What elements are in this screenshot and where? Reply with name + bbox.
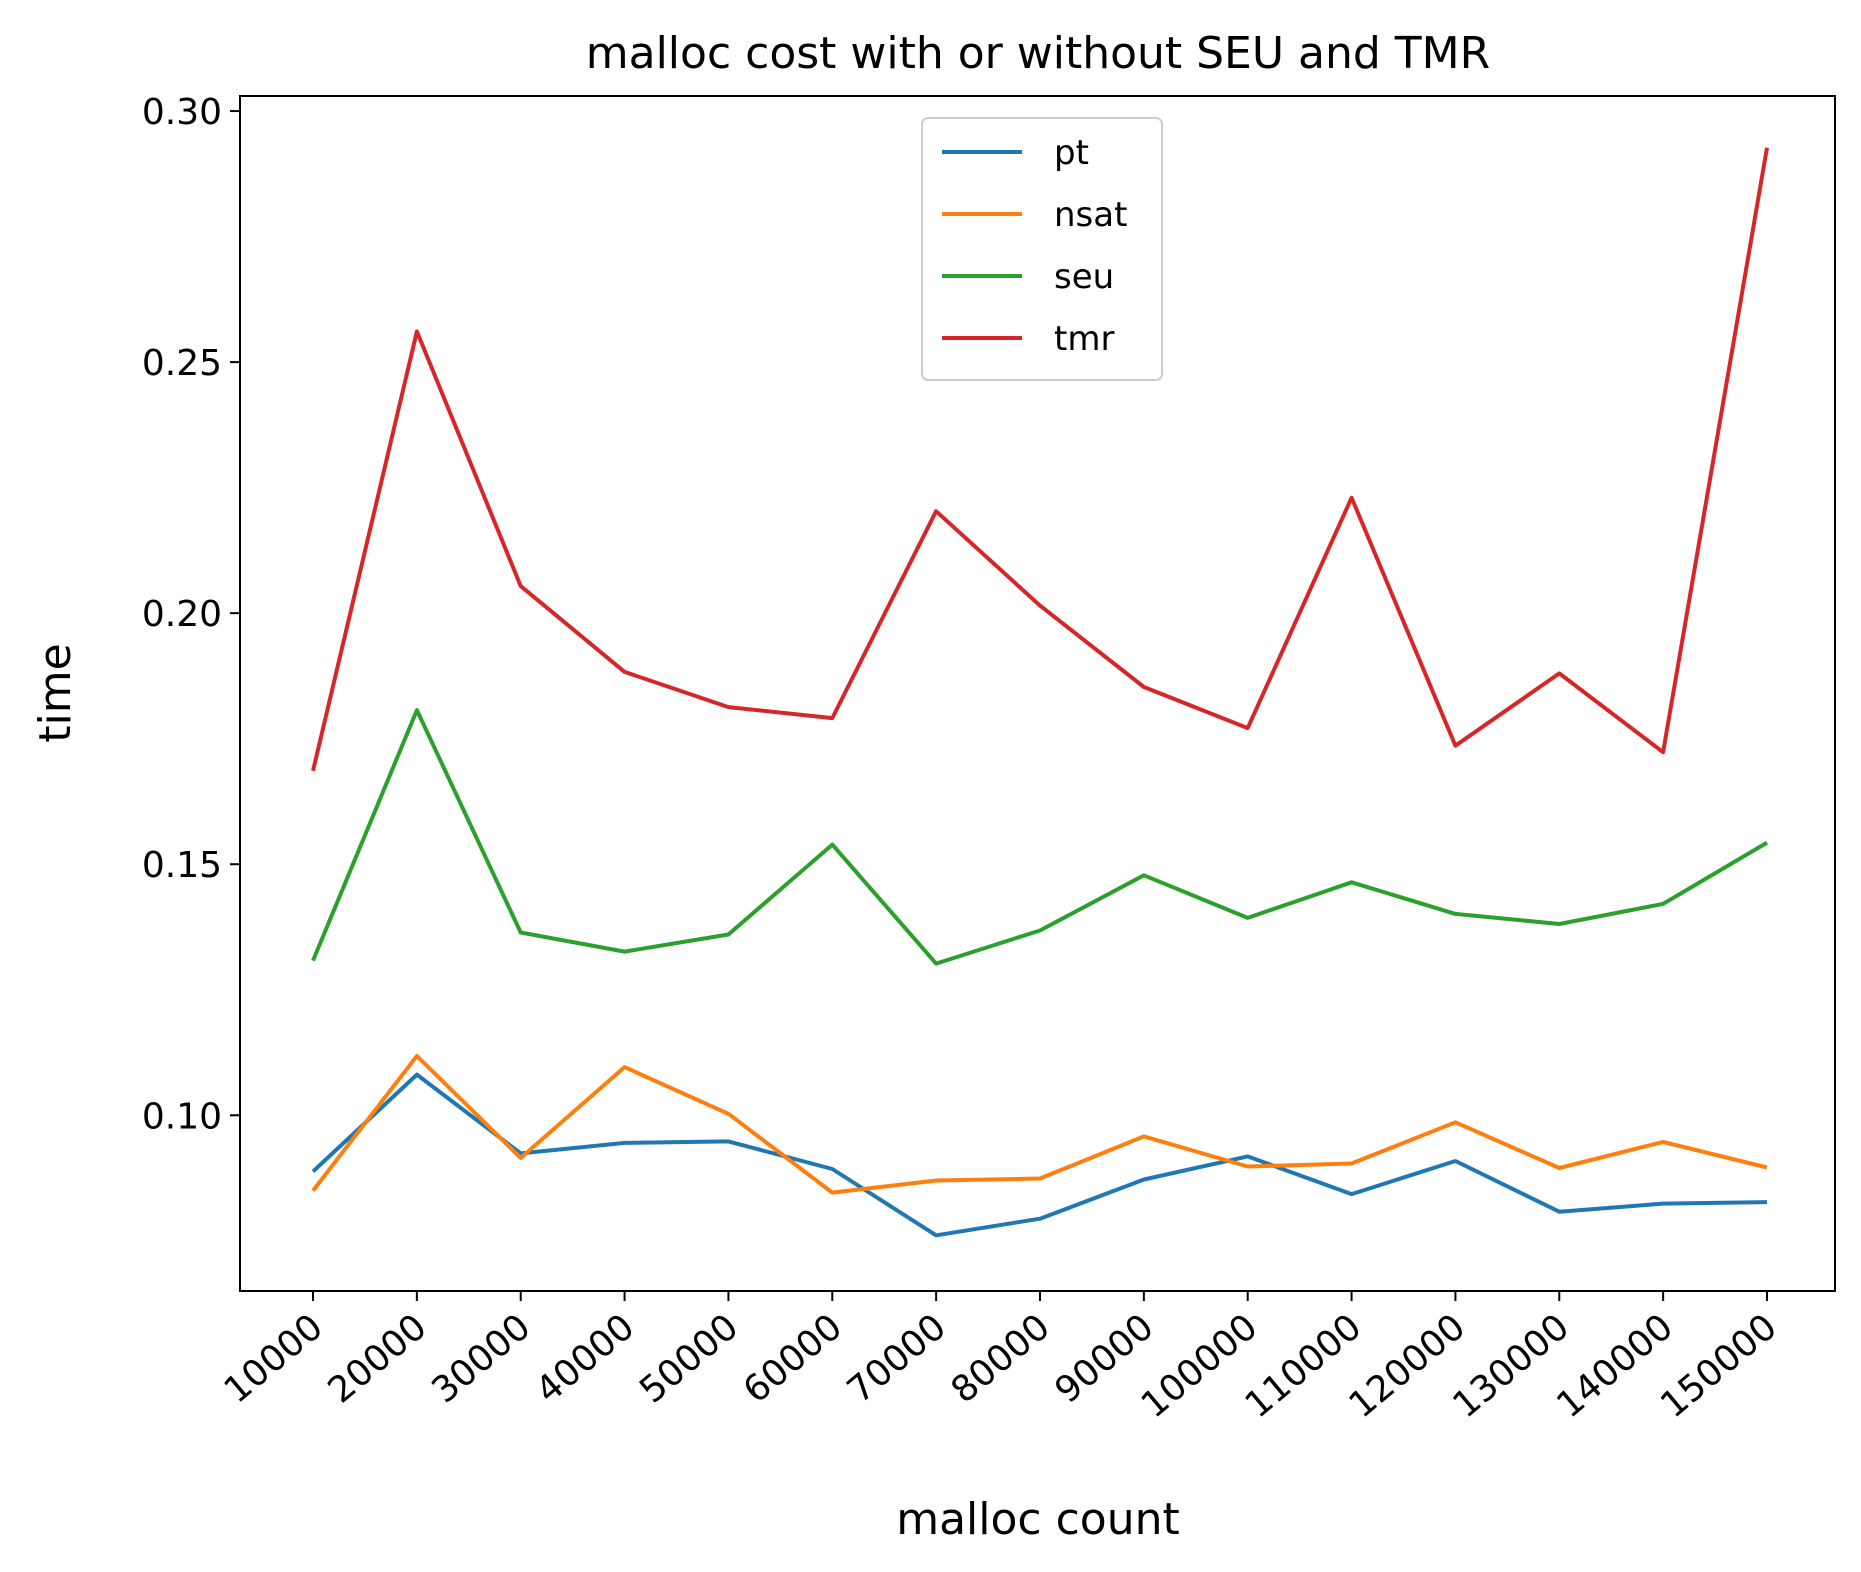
legend: pt nsat seu tmr: [921, 117, 1163, 381]
x-tick-label: 140000: [1549, 1306, 1681, 1426]
x-tick-label: 60000: [736, 1306, 850, 1411]
x-tick-label: 120000: [1342, 1306, 1474, 1426]
y-tick-label: 0.30: [142, 92, 222, 133]
chart-title: malloc cost with or without SEU and TMR: [586, 28, 1490, 79]
plot-area: [311, 147, 1769, 1238]
legend-label-tmr: tmr: [1054, 319, 1114, 359]
x-tick-label: 80000: [944, 1306, 1058, 1411]
x-tick-label: 100000: [1134, 1306, 1266, 1426]
y-axis-label: time: [30, 643, 81, 742]
x-tick-label: 70000: [840, 1306, 954, 1411]
plot-frame: [239, 95, 1836, 1292]
series-line-seu: [311, 708, 1769, 966]
legend-label-seu: seu: [1054, 257, 1114, 297]
x-tick-label: 40000: [528, 1306, 642, 1411]
x-tick-label: 30000: [424, 1306, 538, 1411]
legend-label-nsat: nsat: [1054, 195, 1127, 235]
y-tick-label: 0.20: [142, 594, 222, 635]
x-tick-label: 50000: [632, 1306, 746, 1411]
series-line-tmr: [311, 147, 1769, 772]
y-axis: 0.10 0.15 0.20 0.25 0.30: [142, 92, 240, 1137]
series-line-nsat: [311, 1054, 1768, 1195]
x-tick-label: 110000: [1238, 1306, 1370, 1426]
x-tick-label: 150000: [1653, 1306, 1785, 1426]
y-tick-label: 0.15: [142, 845, 222, 886]
y-tick-label: 0.25: [142, 343, 222, 384]
x-axis-label: malloc count: [896, 1494, 1180, 1545]
legend-box: [921, 117, 1163, 381]
x-tick-label: 20000: [321, 1306, 435, 1411]
x-tick-label: 130000: [1445, 1306, 1577, 1426]
x-axis: 1000020000300004000050000600007000080000…: [217, 1291, 1785, 1426]
legend-label-pt: pt: [1054, 133, 1089, 173]
y-tick-label: 0.10: [142, 1096, 222, 1137]
series-line-pt: [311, 1072, 1768, 1238]
x-tick-label: 10000: [217, 1306, 331, 1411]
